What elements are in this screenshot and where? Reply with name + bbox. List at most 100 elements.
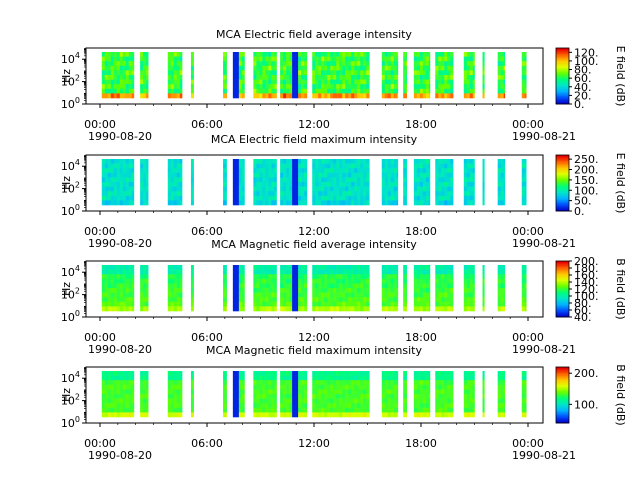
heatmap-cell <box>226 177 227 183</box>
heatmap-cell <box>179 398 183 404</box>
heatmap-cell <box>226 75 227 80</box>
heatmap-cell <box>500 278 504 284</box>
heatmap-cell <box>125 84 130 90</box>
heatmap-cell <box>482 269 485 275</box>
heatmap-cell <box>482 371 485 376</box>
colorbar-step <box>556 417 569 420</box>
heatmap-cell <box>104 297 109 303</box>
y-axis-label: Hz <box>60 282 73 296</box>
heatmap-cell <box>226 274 227 280</box>
heatmap-cell <box>146 389 149 395</box>
heatmap-cell <box>292 412 296 418</box>
colorbar-step <box>556 160 569 163</box>
heatmap-cell <box>259 292 263 298</box>
heatmap-cell <box>232 79 237 85</box>
heatmap-cell <box>170 65 175 71</box>
heatmap-cell <box>482 79 485 85</box>
heatmap-cell <box>354 163 358 169</box>
heatmap-cell <box>524 306 527 312</box>
heatmap-cell <box>351 297 355 303</box>
heatmap-cell <box>422 412 427 418</box>
heatmap-cell <box>113 75 118 80</box>
heatmap-cell <box>235 172 240 178</box>
heatmap-cell <box>345 288 349 293</box>
x-tick-label: 18:00 <box>405 225 437 238</box>
heatmap-cell <box>107 274 112 280</box>
heatmap-cell <box>280 398 284 404</box>
heatmap-cell <box>173 182 178 187</box>
heatmap-cell <box>403 93 407 99</box>
panel-title: MCA Magnetic field maximum intensity <box>206 344 422 357</box>
heatmap-cell <box>122 274 127 280</box>
heatmap-cell <box>101 75 106 80</box>
colorbar: 0.50.100.150.200.250. E field (dB) <box>555 153 627 218</box>
heatmap-cell <box>179 274 183 280</box>
data-segment <box>223 265 227 312</box>
heatmap-cell <box>422 159 427 164</box>
heatmap-cell <box>345 278 349 284</box>
heatmap-cell <box>357 88 361 94</box>
heatmap-cell <box>116 389 121 395</box>
heatmap-cell <box>321 84 325 90</box>
heatmap-cell <box>101 407 106 413</box>
heatmap-cell <box>497 371 501 376</box>
heatmap-cell <box>167 159 172 164</box>
heatmap-cell <box>521 79 526 85</box>
heatmap-cell <box>104 79 109 85</box>
heatmap-cell <box>444 195 448 201</box>
heatmap-cell <box>271 159 275 164</box>
heatmap-cell <box>173 297 178 303</box>
heatmap-cell <box>345 380 349 386</box>
heatmap-cell <box>339 163 343 169</box>
heatmap-cell <box>295 278 299 284</box>
heatmap-cell <box>342 61 346 67</box>
heatmap-cell <box>321 283 325 289</box>
heatmap-cell <box>413 398 418 404</box>
heatmap-cell <box>330 278 334 284</box>
heatmap-cell <box>482 288 485 293</box>
heatmap-cell <box>295 182 299 187</box>
colorbar-step <box>556 87 569 89</box>
heatmap-cell <box>280 168 284 174</box>
heatmap-cell <box>140 191 144 197</box>
heatmap-cell <box>298 292 302 298</box>
heatmap-cell <box>500 177 504 183</box>
heatmap-cell <box>466 301 471 307</box>
colorbar-tick-label: 200. <box>574 164 599 177</box>
heatmap-cell <box>503 56 506 62</box>
heatmap-cell <box>428 384 431 390</box>
heatmap-cell <box>393 177 398 183</box>
heatmap-cell <box>107 371 112 376</box>
heatmap-cell <box>366 265 370 270</box>
heatmap-cell <box>425 195 430 201</box>
heatmap-cell <box>419 306 424 312</box>
heatmap-cell <box>262 200 266 206</box>
heatmap-cell <box>422 306 427 312</box>
heatmap-cell <box>390 191 395 197</box>
heatmap-cell <box>441 88 445 94</box>
heatmap-cell <box>265 177 269 183</box>
heatmap-cell <box>110 75 115 80</box>
heatmap-cell <box>450 84 454 90</box>
heatmap-cell <box>190 274 194 280</box>
heatmap-cell <box>167 52 172 57</box>
heatmap-cell <box>235 93 240 99</box>
heatmap-cell <box>438 292 442 298</box>
heatmap-cell <box>450 191 454 197</box>
heatmap-cell <box>366 56 370 62</box>
colorbar-step <box>556 206 569 209</box>
heatmap-cell <box>101 375 106 381</box>
heatmap-cell <box>339 186 343 192</box>
heatmap-cell <box>176 159 181 164</box>
heatmap-cell <box>366 195 370 201</box>
heatmap-cell <box>327 301 331 307</box>
heatmap-cell <box>413 200 418 206</box>
heatmap-cell <box>393 159 398 164</box>
heatmap-cell <box>241 269 245 275</box>
heatmap-cell <box>345 93 349 99</box>
heatmap-cell <box>503 306 506 312</box>
heatmap-cell <box>321 182 325 187</box>
heatmap-cell <box>330 177 334 183</box>
heatmap-cell <box>472 269 475 275</box>
heatmap-cell <box>521 177 526 183</box>
